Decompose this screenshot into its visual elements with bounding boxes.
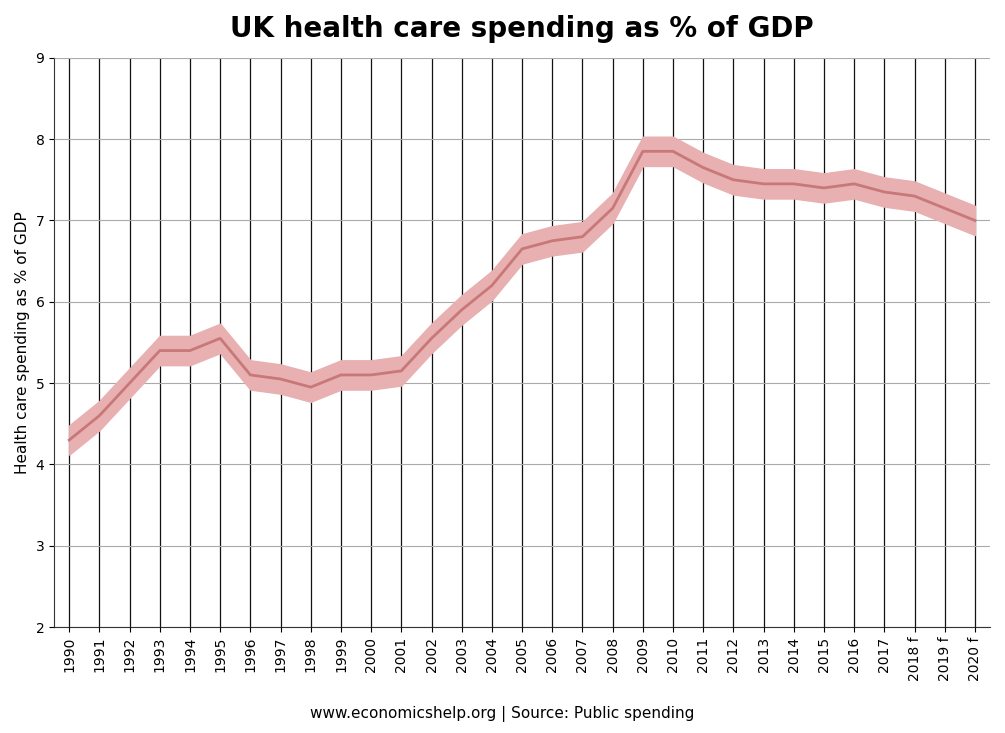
Y-axis label: Health care spending as % of GDP: Health care spending as % of GDP: [15, 211, 30, 474]
Text: www.economicshelp.org | Source: Public spending: www.economicshelp.org | Source: Public s…: [311, 707, 694, 722]
Title: UK health care spending as % of GDP: UK health care spending as % of GDP: [230, 15, 814, 43]
